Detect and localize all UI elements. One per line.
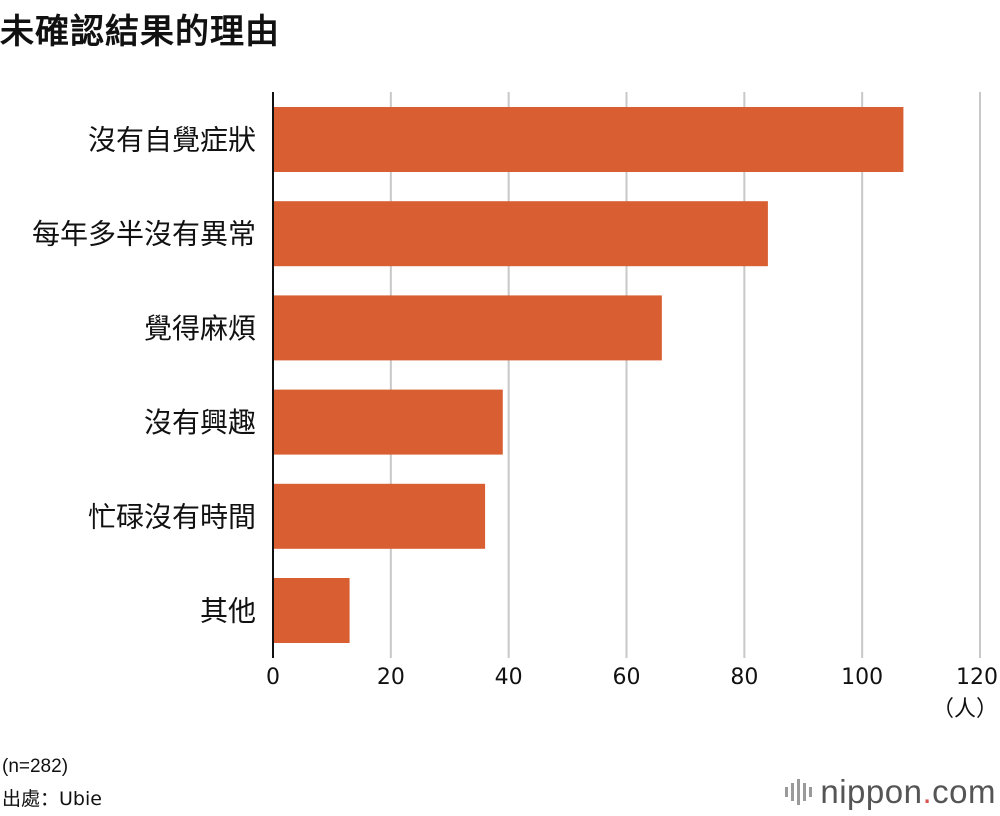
x-unit-label: （人） <box>932 697 998 722</box>
bar <box>273 295 662 361</box>
logo-bars-icon <box>785 779 813 805</box>
bar <box>273 201 768 267</box>
bar <box>273 107 904 172</box>
logo-suffix-text: com <box>932 773 996 810</box>
x-tick-label: 100 <box>841 665 883 690</box>
bars <box>273 107 904 643</box>
sample-size-note: (n=282) <box>2 756 69 777</box>
bar <box>273 389 503 455</box>
category-label: 覺得麻煩 <box>144 312 256 345</box>
category-label: 每年多半沒有異常 <box>32 218 256 251</box>
x-tick-label: 40 <box>495 665 523 690</box>
x-tick-label: 0 <box>266 665 280 690</box>
category-label: 沒有自覺症狀 <box>88 124 256 157</box>
logo-main-text: nippon <box>820 773 923 810</box>
x-tick-label: 20 <box>377 665 405 690</box>
grid-lines <box>389 92 981 658</box>
nippon-logo: nippon. com <box>785 772 996 812</box>
bar <box>273 483 486 549</box>
x-tick-label: 120 <box>956 665 998 690</box>
x-tick-label: 80 <box>730 665 758 690</box>
x-tick-labels: 0 20 40 60 80 100 120 <box>266 665 998 690</box>
chart-title: 未確認結果的理由 <box>0 12 280 52</box>
category-label: 沒有興趣 <box>144 406 256 439</box>
category-label: 其他 <box>200 595 256 628</box>
x-tick-label: 60 <box>613 665 641 690</box>
logo-dot: . <box>922 773 933 810</box>
source-note: 出處：Ubie <box>2 788 102 810</box>
bar <box>273 578 350 643</box>
category-label: 忙碌沒有時間 <box>88 500 256 533</box>
